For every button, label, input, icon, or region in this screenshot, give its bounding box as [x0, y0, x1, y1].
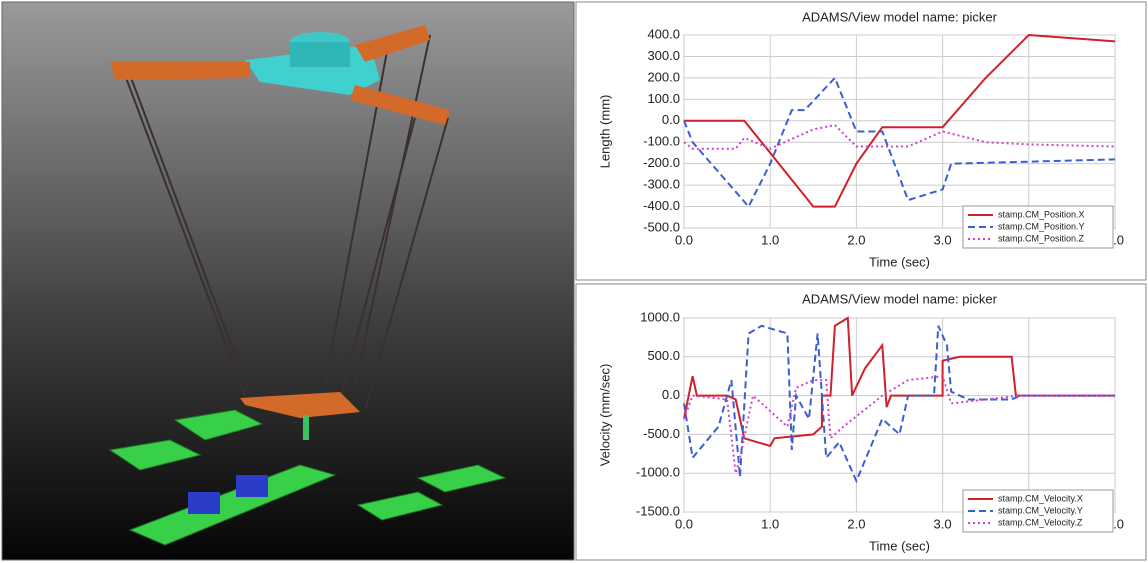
y-tick-label: 400.0	[647, 26, 680, 41]
plot-area	[684, 318, 1115, 512]
y-tick-label: -500.0	[643, 426, 680, 441]
y-tick-label: -400.0	[643, 198, 680, 213]
y-tick-label: -200.0	[643, 155, 680, 170]
y-tick-label: -300.0	[643, 177, 680, 192]
legend-label: stamp.CM_Velocity.X	[998, 493, 1083, 503]
screenshot: ADAMS/View model name: picker Time (sec) L…	[0, 0, 1148, 563]
x-tick-label: 0.0	[675, 516, 693, 531]
x-tick-label: 2.0	[847, 232, 865, 247]
plot-area	[684, 35, 1115, 228]
robot-view	[2, 2, 574, 560]
x-tick-label: 3.0	[934, 516, 952, 531]
legend-label: stamp.CM_Position.Z	[998, 233, 1085, 243]
y-tick-label: 200.0	[647, 69, 680, 84]
legend-label: stamp.CM_Velocity.Y	[998, 505, 1083, 515]
y-tick-label: -1000.0	[636, 465, 680, 480]
x-axis-label: Time (sec)	[869, 254, 930, 269]
y-tick-label: -1500.0	[636, 503, 680, 518]
y-tick-label: 0.0	[662, 112, 680, 127]
x-tick-label: 1.0	[761, 232, 779, 247]
x-tick-label: 1.0	[761, 516, 779, 531]
y-tick-label: 500.0	[647, 348, 680, 363]
y-axis-label: Velocity (mm/sec)	[597, 364, 612, 467]
x-tick-label: 2.0	[847, 516, 865, 531]
y-axis-label: Length (mm)	[597, 95, 612, 169]
y-tick-label: 300.0	[647, 48, 680, 63]
x-tick-label: 3.0	[934, 232, 952, 247]
page: {"chart_data": [ {"type": "line", "title…	[0, 0, 1148, 563]
y-tick-label: -100.0	[643, 134, 680, 149]
y-tick-label: 1000.0	[640, 309, 680, 324]
legend-label: stamp.CM_Position.Y	[998, 221, 1085, 231]
x-axis-label: Time (sec)	[869, 538, 930, 553]
chart-title: ADAMS/View model name: picker	[802, 291, 998, 306]
x-tick-label: 0.0	[675, 232, 693, 247]
y-tick-label: 0.0	[662, 387, 680, 402]
chart-title: ADAMS/View model name: picker	[802, 9, 998, 24]
y-tick-label: 100.0	[647, 91, 680, 106]
legend-label: stamp.CM_Velocity.Z	[998, 517, 1083, 527]
legend-label: stamp.CM_Position.X	[998, 209, 1085, 219]
